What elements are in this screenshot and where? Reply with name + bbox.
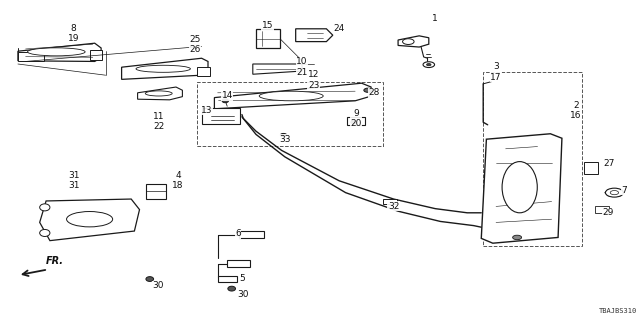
Ellipse shape [426, 63, 431, 66]
Text: 11
22: 11 22 [153, 112, 164, 131]
Text: 32: 32 [388, 202, 399, 211]
Text: 25
26: 25 26 [189, 35, 201, 54]
Text: 30: 30 [237, 290, 249, 299]
Ellipse shape [403, 39, 414, 44]
Ellipse shape [145, 91, 172, 96]
Text: 33: 33 [279, 135, 291, 144]
Text: 1: 1 [433, 14, 438, 23]
Text: 31
31: 31 31 [68, 171, 79, 190]
Polygon shape [122, 58, 208, 79]
Text: 28: 28 [369, 88, 380, 97]
Ellipse shape [146, 276, 154, 282]
Bar [584, 162, 598, 174]
Ellipse shape [364, 88, 372, 92]
Bar [146, 184, 166, 199]
Ellipse shape [605, 188, 623, 197]
Bar [18, 52, 44, 61]
Ellipse shape [280, 133, 287, 137]
Text: 15: 15 [262, 21, 273, 30]
Ellipse shape [611, 190, 618, 195]
Ellipse shape [28, 48, 85, 56]
Ellipse shape [40, 204, 50, 211]
Polygon shape [214, 83, 371, 109]
Text: 29: 29 [602, 208, 614, 217]
Bar [218, 276, 237, 282]
Text: 24: 24 [333, 24, 345, 33]
Polygon shape [138, 87, 182, 100]
Text: 27: 27 [604, 159, 615, 168]
Polygon shape [253, 64, 302, 74]
Bar [197, 82, 383, 146]
Text: 5: 5 [239, 274, 244, 283]
Bar [239, 231, 264, 238]
Bar [227, 260, 250, 267]
Bar [90, 50, 102, 60]
Text: 14: 14 [221, 92, 233, 100]
Ellipse shape [259, 91, 323, 101]
Polygon shape [605, 189, 624, 196]
Bar [202, 108, 240, 124]
Ellipse shape [40, 229, 50, 236]
Ellipse shape [351, 121, 357, 124]
Ellipse shape [423, 62, 435, 68]
Text: 2
16: 2 16 [570, 101, 582, 120]
Bar [595, 206, 609, 213]
Text: 9
20: 9 20 [350, 109, 362, 128]
Text: 12
23: 12 23 [308, 70, 319, 90]
Bar [483, 72, 582, 246]
Ellipse shape [502, 162, 538, 213]
Text: 4
18: 4 18 [172, 171, 184, 190]
Ellipse shape [136, 65, 191, 72]
Text: TBAJBS310: TBAJBS310 [598, 308, 637, 314]
Text: 3
17: 3 17 [490, 62, 502, 82]
Polygon shape [296, 29, 333, 42]
Bar [197, 67, 210, 76]
Text: 6: 6 [236, 229, 241, 238]
Text: FR.: FR. [46, 256, 64, 266]
Ellipse shape [228, 286, 236, 291]
Polygon shape [40, 199, 140, 241]
Ellipse shape [222, 99, 228, 103]
Bar [347, 117, 365, 125]
Polygon shape [398, 36, 429, 47]
Bar [256, 29, 280, 48]
Polygon shape [18, 43, 101, 61]
Text: 30: 30 [152, 281, 164, 290]
Polygon shape [481, 134, 562, 243]
Ellipse shape [513, 235, 522, 240]
Text: 13: 13 [201, 106, 212, 115]
Text: 10
21: 10 21 [296, 58, 308, 77]
Ellipse shape [67, 212, 113, 227]
Text: 7: 7 [621, 186, 627, 195]
Text: 8
19: 8 19 [68, 24, 79, 43]
Bar [383, 199, 397, 204]
